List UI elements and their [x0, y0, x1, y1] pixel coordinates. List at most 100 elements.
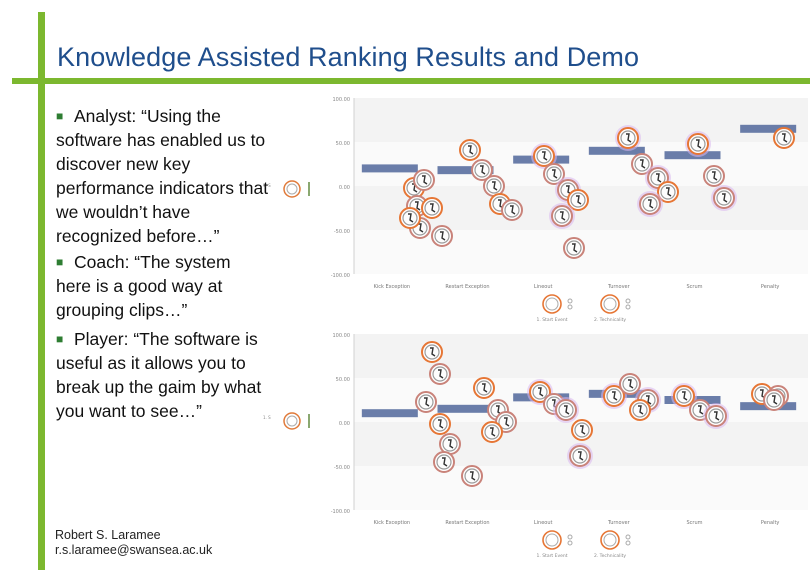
y-tick-label: 0.00	[339, 185, 350, 191]
player-figure-icon	[666, 187, 672, 197]
legend-glyph-inner	[545, 533, 559, 547]
player-figure-icon	[510, 205, 516, 215]
player-figure-icon	[648, 199, 654, 209]
player-figure-icon	[430, 203, 436, 213]
player-figure-icon	[415, 201, 421, 211]
bullet-player-text: Player: “The software is useful as it al…	[56, 329, 262, 421]
svg-text:1. S: 1. S	[263, 415, 271, 420]
player-figure-icon	[782, 133, 788, 143]
legend-dot	[567, 534, 573, 540]
legend-label: 2. Technicality	[594, 553, 626, 559]
player-figure-icon	[580, 425, 586, 435]
player-figure-icon	[612, 391, 618, 401]
accent-horizontal-bar	[12, 78, 810, 84]
player-figure-icon	[552, 169, 558, 179]
player-figure-icon	[646, 395, 652, 405]
player-figure-icon	[418, 223, 424, 233]
player-figure-icon	[440, 231, 446, 241]
player-figure-icon	[496, 405, 502, 415]
category-label: Scrum	[686, 520, 702, 526]
slide-title: Knowledge Assisted Ranking Results and D…	[57, 42, 640, 72]
player-figure-icon	[772, 395, 778, 405]
category-label: Penalty	[761, 284, 779, 290]
player-figure-icon	[682, 391, 688, 401]
category-label: Turnover	[607, 284, 631, 290]
player-figure-icon	[578, 451, 584, 461]
player-figure-icon	[490, 427, 496, 437]
bullet-square-icon: ■	[56, 332, 64, 346]
chart-band	[354, 98, 808, 142]
category-bar	[361, 409, 418, 418]
author-email: r.s.laramee@swansea.ac.uk	[55, 543, 213, 557]
category-label: Restart Exception	[445, 520, 489, 526]
cluster-preview-top: 1. S	[262, 178, 312, 205]
bullet-square-icon: ■	[56, 255, 64, 269]
legend-dot	[625, 534, 631, 540]
bullet-coach-text: Coach: “The system here is a good way at…	[56, 252, 231, 320]
y-tick-label: -50.00	[334, 229, 350, 235]
player-figure-icon	[492, 181, 498, 191]
player-figure-icon	[504, 417, 510, 427]
legend-dot	[625, 304, 631, 310]
player-figure-icon	[722, 193, 728, 203]
y-tick-label: -100.00	[331, 509, 350, 515]
player-figure-icon	[572, 243, 578, 253]
bullet-list: ■ Analyst: “Using the software has enable…	[56, 104, 270, 423]
player-figure-icon	[714, 411, 720, 421]
bullet-analyst: ■ Analyst: “Using the software has enable…	[56, 104, 270, 248]
bullet-player: ■ Player: “The software is useful as it a…	[56, 327, 270, 423]
player-figure-icon	[564, 405, 570, 415]
bullet-square-icon: ■	[56, 109, 64, 123]
player-figure-icon	[656, 173, 662, 183]
legend-glyph-inner	[603, 297, 617, 311]
svg-text:1. S: 1. S	[263, 183, 271, 188]
player-figure-icon	[538, 387, 544, 397]
player-figure-icon	[626, 133, 632, 143]
player-figure-icon	[468, 145, 474, 155]
legend-label: 1. Start Event	[536, 317, 567, 323]
ranking-chart-1: 100.00 50.00 0.00 -50.00 -100.00 Kick Excepti…	[331, 97, 808, 323]
bullet-analyst-text: Analyst: “Using the software has enabled…	[56, 106, 269, 246]
player-figure-icon	[480, 165, 486, 175]
player-figure-icon	[430, 347, 436, 357]
player-figure-icon	[412, 183, 418, 193]
player-figure-icon	[628, 379, 634, 389]
player-figure-icon	[448, 439, 454, 449]
ranking-visualization[interactable]: 100.00 50.00 0.00 -50.00 -100.00 Kick Excepti…	[312, 92, 810, 570]
player-figure-icon	[566, 185, 572, 195]
y-tick-label: -100.00	[331, 273, 350, 279]
player-figure-icon	[424, 397, 430, 407]
player-figure-icon	[698, 405, 704, 415]
category-bar	[740, 124, 797, 133]
category-bar	[437, 404, 494, 413]
player-figure-icon	[438, 419, 444, 429]
category-label: Scrum	[686, 284, 702, 290]
y-tick-label: 0.00	[339, 421, 350, 427]
player-figure-icon	[640, 159, 646, 169]
category-label: Kick Exception	[374, 520, 411, 526]
ranking-charts-svg[interactable]: 100.00 50.00 0.00 -50.00 -100.00 Kick Excepti…	[312, 92, 810, 570]
player-figure-icon	[422, 175, 428, 185]
player-figure-icon	[542, 151, 548, 161]
player-figure-icon	[470, 471, 476, 481]
author-name: Robert S. Laramee	[55, 528, 161, 542]
player-figure-icon	[442, 457, 448, 467]
category-label: Lineout	[534, 520, 553, 526]
legend-glyph-inner	[545, 297, 559, 311]
category-label: Penalty	[761, 520, 779, 526]
player-figure-icon	[696, 139, 702, 149]
author-footer: Robert S. Laramee r.s.laramee@swansea.ac…	[55, 528, 212, 558]
y-tick-label: 100.00	[333, 97, 351, 103]
legend-label: 2. Technicality	[594, 317, 626, 323]
category-bar	[588, 146, 645, 155]
player-figure-icon	[560, 211, 566, 221]
category-label: Restart Exception	[445, 284, 489, 290]
category-label: Turnover	[607, 520, 631, 526]
ranking-chart-2: 100.00 50.00 0.00 -50.00 -100.00 Kick Excepti…	[331, 333, 808, 559]
y-tick-label: 50.00	[336, 377, 350, 383]
category-bar	[437, 166, 494, 175]
legend-label: 1. Start Event	[536, 553, 567, 559]
player-figure-icon	[712, 171, 718, 181]
legend-dot	[567, 298, 573, 304]
player-figure-icon	[576, 195, 582, 205]
